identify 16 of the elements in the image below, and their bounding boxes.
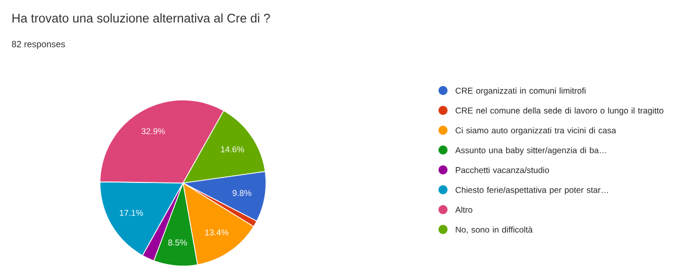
- legend-label: CRE nel comune della sede di lavoro o lungo il tragitto: [456, 107, 664, 116]
- legend-label: Ci siamo auto organizzati tra vicini di casa: [456, 127, 616, 136]
- data-label: 14.6%: [220, 146, 244, 152]
- chart-subtitle: 82 responses: [12, 40, 66, 50]
- legend-label: CRE organizzati in comuni limitrofi: [456, 87, 586, 96]
- data-label: 8.5%: [168, 240, 187, 246]
- legend-label: No, sono in difficoltà: [456, 226, 533, 234]
- legend-label: Altro: [455, 206, 472, 213]
- data-label: 32.9%: [142, 128, 165, 134]
- chart-title: Ha trovato una soluzione alternativa al Cre di ?: [12, 13, 270, 23]
- data-label: 17.1%: [120, 210, 143, 216]
- legend-label: Assunto una baby sitter/agenzia di ba…: [455, 147, 606, 155]
- legend-label: Pacchetti vacanza/studio: [456, 166, 549, 174]
- legend-label: Chiesto ferie/aspettativa per poter star…: [456, 186, 608, 195]
- data-label: 13.4%: [205, 229, 228, 236]
- data-label: 9.8%: [232, 190, 252, 196]
